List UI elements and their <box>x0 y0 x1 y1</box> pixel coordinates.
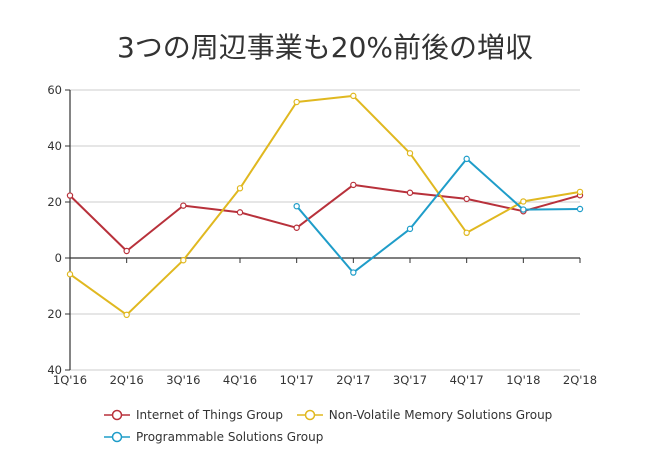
legend-item-iot[interactable]: Internet of Things Group <box>104 404 283 426</box>
legend-item-nvm[interactable]: Non-Volatile Memory Solutions Group <box>296 404 553 426</box>
legend-item-psg[interactable]: Programmable Solutions Group <box>104 426 323 448</box>
x-tick-label: 2Q'16 <box>110 373 144 387</box>
data-point <box>406 150 414 157</box>
data-point <box>293 224 300 231</box>
data-point <box>520 206 527 213</box>
data-point <box>350 269 357 276</box>
x-tick-label: 4Q'17 <box>450 373 484 387</box>
data-point <box>350 181 357 189</box>
legend: Internet of Things Group Non-Volatile Me… <box>104 404 604 448</box>
legend-label: Non-Volatile Memory Solutions Group <box>328 408 553 422</box>
data-point <box>236 185 244 192</box>
data-point <box>236 209 244 216</box>
legend-label: Internet of Things Group <box>136 408 283 422</box>
data-point <box>463 155 470 163</box>
x-tick-label: 3Q'17 <box>393 373 427 387</box>
x-tick-label: 2Q'18 <box>563 373 597 387</box>
data-point <box>180 257 187 264</box>
x-tick-label: 3Q'16 <box>166 373 200 387</box>
data-point <box>293 202 300 210</box>
y-tick-label: 20 <box>47 307 62 321</box>
data-point <box>293 98 300 106</box>
x-tick-label: 2Q'17 <box>336 373 370 387</box>
series-line-0 <box>69 183 581 252</box>
data-point <box>520 198 527 205</box>
data-point <box>463 195 470 203</box>
y-tick-label: 60 <box>47 83 62 97</box>
series-line-2 <box>295 157 581 274</box>
x-tick-label: 1Q'18 <box>506 373 540 387</box>
data-point <box>576 188 584 196</box>
legend-label: Programmable Solutions Group <box>136 430 324 444</box>
data-point <box>180 202 187 209</box>
legend-marker-icon <box>296 409 323 421</box>
chart-title: 3つの周辺事業も20%前後の増収 <box>116 31 534 64</box>
x-tick-label: 1Q'16 <box>53 373 87 387</box>
y-tick-label: 20 <box>47 195 62 209</box>
y-tick-label: 0 <box>55 251 62 265</box>
y-axis-ticks: 60 40 20 0 20 40 <box>47 83 70 377</box>
data-point <box>463 229 470 236</box>
series-lines <box>69 94 581 316</box>
axes <box>69 90 580 370</box>
grid-lines <box>70 89 580 371</box>
series-points <box>66 92 584 319</box>
y-tick-label: 40 <box>47 139 62 153</box>
x-tick-label: 4Q'16 <box>223 373 257 387</box>
data-point <box>576 205 584 213</box>
data-point <box>350 92 357 100</box>
data-point <box>123 311 130 319</box>
data-point <box>66 271 74 278</box>
data-point <box>406 189 414 196</box>
legend-marker-icon <box>104 409 130 421</box>
series-line-1 <box>69 94 581 316</box>
x-tick-label: 1Q'17 <box>280 373 314 387</box>
data-point <box>66 192 74 199</box>
x-axis-ticks: 1Q'16 2Q'16 3Q'16 4Q'16 1Q'17 2Q'17 3Q'17 4Q'17… <box>53 258 597 387</box>
y-tick-label: 40 <box>47 363 62 377</box>
data-point <box>406 225 414 233</box>
data-point <box>123 247 130 255</box>
legend-marker-icon <box>104 431 130 443</box>
